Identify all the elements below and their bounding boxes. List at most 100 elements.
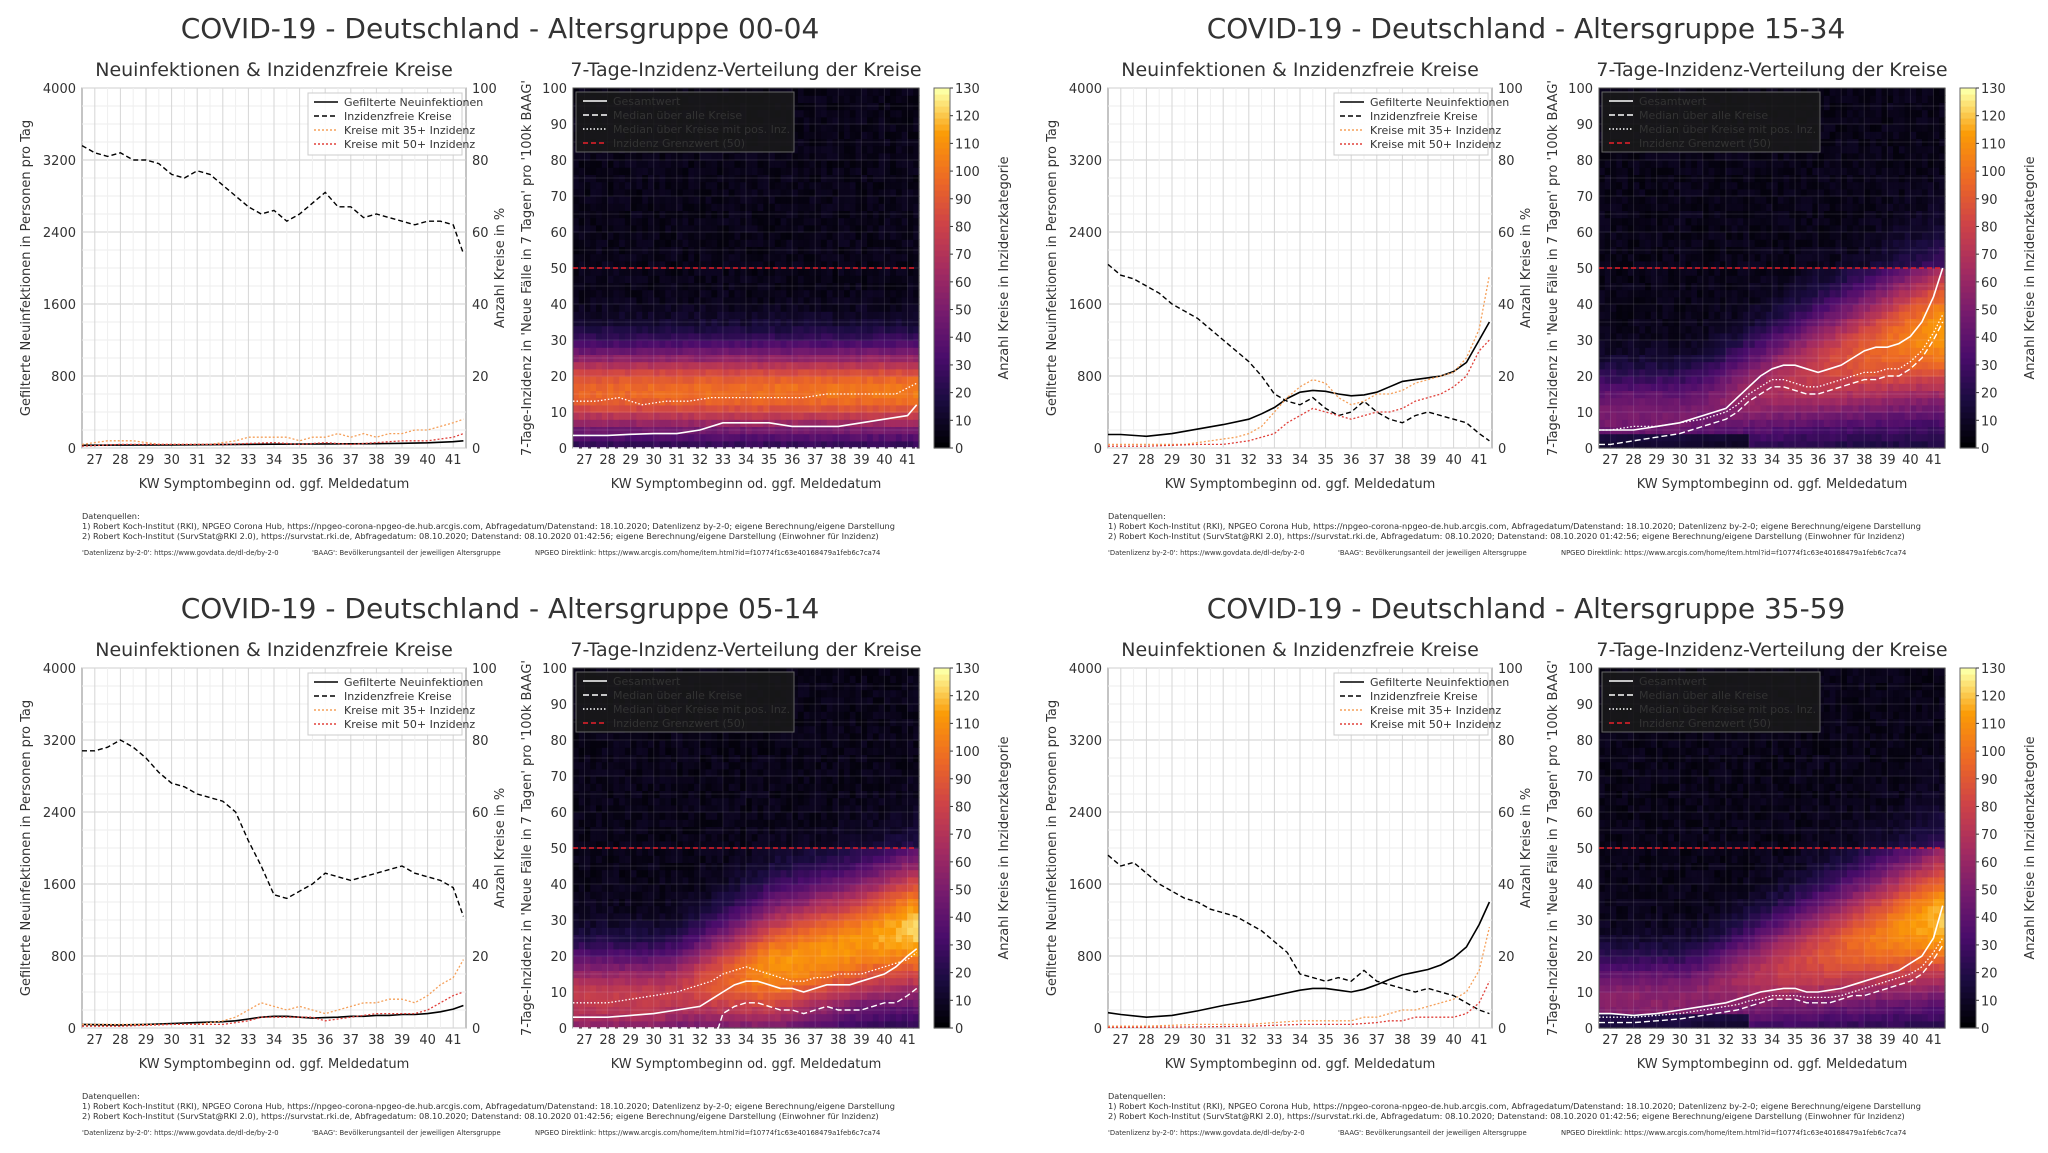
heatmap-cell <box>1778 304 1784 312</box>
heatmap-cell <box>1645 290 1651 298</box>
heatmap-cell <box>660 412 666 420</box>
heatmap-cell <box>734 369 740 377</box>
heatmap-cell <box>1616 347 1622 355</box>
heatmap-cell <box>631 232 637 240</box>
heatmap-cell <box>1760 362 1766 370</box>
heatmap-cell <box>798 362 804 370</box>
heatmap-cell <box>642 311 648 319</box>
heatmap-cell <box>850 311 856 319</box>
x-tick-label: 35 <box>761 453 778 468</box>
heatmap-cell <box>907 196 913 204</box>
heatmap-cell <box>907 218 913 226</box>
heatmap-cell <box>1634 160 1640 168</box>
heatmap-cell <box>642 218 648 226</box>
heatmap-cell <box>1657 239 1663 247</box>
heatmap-cell <box>873 347 879 355</box>
heatmap-cell <box>798 383 804 391</box>
heatmap-cell <box>590 362 596 370</box>
heatmap-cell <box>838 340 844 348</box>
heatmap-cell <box>1714 369 1720 377</box>
heatmap-cell <box>821 383 827 391</box>
heatmap-cell <box>642 340 648 348</box>
colorbar-tick-label: 50 <box>955 304 972 319</box>
heatmap-cell <box>1772 275 1778 283</box>
colorbar-step <box>934 346 950 353</box>
heatmap-cell <box>706 383 712 391</box>
heatmap-cell <box>821 146 827 154</box>
x-tick-label: 40 <box>419 453 436 468</box>
heatmap-cell <box>665 333 671 341</box>
heatmap-cell <box>1784 419 1790 427</box>
heatmap-cell <box>844 340 850 348</box>
heatmap-cell <box>1714 333 1720 341</box>
heatmap-cell <box>827 167 833 175</box>
heatmap-cell <box>619 268 625 276</box>
heatmap-cell <box>734 160 740 168</box>
heatmap-cell <box>723 167 729 175</box>
heatmap-cell <box>1686 203 1692 211</box>
heatmap-cell <box>775 182 781 190</box>
heatmap-cell <box>792 275 798 283</box>
heatmap-cell <box>665 383 671 391</box>
heatmap-cell <box>590 347 596 355</box>
heatmap-cell <box>619 369 625 377</box>
heatmap-cell <box>781 232 787 240</box>
heatmap-cell <box>1616 225 1622 233</box>
heatmap-cell <box>752 189 758 197</box>
heatmap-cell <box>1778 153 1784 161</box>
heatmap-cell <box>804 131 810 139</box>
heatmap-cell <box>636 290 642 298</box>
heatmap-cell <box>746 254 752 262</box>
heatmap-cell <box>642 419 648 427</box>
heatmap-cell <box>775 153 781 161</box>
heatmap-cell <box>1732 189 1738 197</box>
heatmap-cell <box>884 297 890 305</box>
heatmap-cell <box>734 340 740 348</box>
heatmap-cell <box>700 311 706 319</box>
heatmap-cell <box>1686 275 1692 283</box>
heatmap-cell <box>1622 333 1628 341</box>
heatmap-cell <box>596 419 602 427</box>
figure-canvas: COVID-19 - Deutschland - Altersgruppe 00… <box>0 0 2048 1153</box>
heatmap-cell <box>1737 160 1743 168</box>
heatmap-cell <box>1639 362 1645 370</box>
heatmap-cell <box>1778 189 1784 197</box>
heatmap-cell <box>769 304 775 312</box>
heatmap-cell <box>608 153 614 161</box>
heatmap-cell <box>654 239 660 247</box>
heatmap-cell <box>1726 376 1732 384</box>
heatmap-cell <box>1703 369 1709 377</box>
heatmap-cell <box>884 268 890 276</box>
colorbar-step <box>934 292 950 299</box>
heatmap-cell <box>1680 297 1686 305</box>
heatmap-cell <box>844 124 850 132</box>
x-tick-label: 33 <box>240 453 257 468</box>
heatmap-cell <box>619 333 625 341</box>
heatmap-cell <box>804 369 810 377</box>
heatmap-cell <box>711 347 717 355</box>
heatmap-cell <box>815 290 821 298</box>
heatmap-cell <box>1668 153 1674 161</box>
heatmap-cell <box>758 347 764 355</box>
heatmap-cell <box>890 239 896 247</box>
heatmap-cell <box>1778 182 1784 190</box>
heatmap-cell <box>700 434 706 442</box>
heatmap-cell <box>907 268 913 276</box>
heatmap-cell <box>850 225 856 233</box>
heatmap-cell <box>688 160 694 168</box>
heatmap-cell <box>596 167 602 175</box>
heatmap-cell <box>867 88 873 96</box>
heatmap-cell <box>1599 225 1605 233</box>
heatmap-cell <box>1645 160 1651 168</box>
heatmap-cell <box>844 160 850 168</box>
heatmap-cell <box>850 182 856 190</box>
heatmap-cell <box>1755 167 1761 175</box>
heatmap-cell <box>665 268 671 276</box>
colorbar-step <box>934 88 950 95</box>
heatmap-cell <box>631 405 637 413</box>
heatmap-cell <box>677 297 683 305</box>
heatmap-cell <box>573 203 579 211</box>
colorbar-tick-label: 130 <box>955 82 980 97</box>
heatmap-cell <box>734 153 740 161</box>
heatmap-cell <box>1662 333 1668 341</box>
